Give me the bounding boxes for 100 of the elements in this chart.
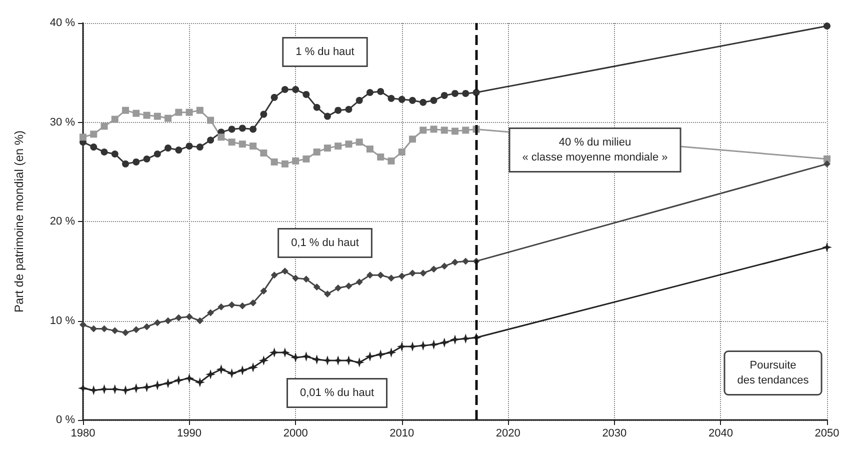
point [440, 262, 448, 270]
point [186, 313, 193, 320]
point [312, 354, 322, 364]
point [460, 334, 471, 344]
point [164, 317, 172, 324]
point [377, 153, 384, 160]
y-tick-label: 0 % [56, 414, 76, 426]
point [356, 96, 363, 104]
point [824, 160, 830, 168]
point [228, 301, 236, 308]
point [143, 323, 150, 330]
point [364, 351, 375, 362]
y-tick-label: 30 % [50, 116, 76, 128]
point [354, 357, 364, 368]
point [238, 140, 246, 148]
point [206, 369, 216, 380]
point [345, 106, 352, 113]
point [216, 364, 226, 374]
y-tick-label: 10 % [50, 314, 76, 327]
point [184, 373, 194, 384]
point [452, 258, 458, 266]
point [376, 349, 386, 360]
point [430, 266, 438, 273]
point [334, 284, 342, 292]
point [452, 128, 458, 135]
x-tick-label: 2010 [390, 428, 414, 440]
point [408, 96, 416, 104]
point [228, 138, 236, 146]
x-tick-label: 1990 [177, 428, 202, 440]
point [334, 106, 342, 114]
point [260, 150, 268, 157]
point [100, 325, 108, 332]
point [88, 385, 99, 396]
point [377, 272, 384, 279]
point [196, 317, 204, 324]
point [313, 104, 320, 111]
point [420, 98, 427, 106]
point [120, 385, 131, 396]
point [142, 382, 152, 392]
point [292, 86, 300, 93]
point [238, 302, 246, 310]
text: 0,01 % du haut [300, 387, 374, 399]
point [345, 282, 352, 290]
point [281, 160, 288, 168]
series-label: 40 % du milieu « classe moyenne mondiale » [522, 136, 668, 164]
point [420, 126, 427, 134]
x-tick-label: 2030 [602, 428, 627, 440]
point [260, 110, 268, 118]
point [228, 126, 236, 133]
point [122, 106, 130, 114]
point [292, 274, 300, 282]
point [143, 155, 150, 162]
point [439, 338, 450, 348]
point [111, 116, 118, 123]
point [324, 144, 331, 152]
point [270, 94, 278, 101]
point [452, 90, 458, 97]
point [398, 148, 406, 156]
point [196, 106, 204, 114]
point [80, 134, 86, 141]
point [290, 352, 301, 362]
point [430, 126, 438, 133]
point [324, 290, 331, 298]
point [111, 327, 118, 334]
point [377, 88, 384, 95]
point [90, 130, 98, 138]
point [132, 110, 140, 117]
point [334, 142, 342, 150]
point [269, 348, 280, 358]
point [386, 348, 396, 358]
point [430, 96, 438, 104]
point [822, 242, 832, 252]
point [324, 112, 331, 120]
point [388, 157, 395, 164]
point [163, 378, 174, 388]
annotation: Poursuite des tendances [737, 360, 810, 386]
point [450, 334, 460, 345]
point [396, 342, 407, 352]
x-tick-label: 2050 [814, 428, 840, 440]
point [302, 276, 310, 283]
point [428, 340, 439, 350]
point [420, 270, 427, 277]
point [186, 142, 193, 150]
point [132, 158, 140, 166]
point [440, 126, 448, 134]
point [207, 136, 214, 144]
point [250, 126, 257, 133]
point [322, 355, 332, 366]
y-axis-title: Part de patrimoine mondial (en %) [12, 130, 26, 313]
point [194, 377, 205, 388]
point [270, 158, 278, 166]
point [122, 329, 130, 336]
x-tick-label: 2000 [283, 428, 308, 440]
point [388, 94, 395, 102]
point [154, 112, 161, 120]
point [408, 136, 416, 143]
point [250, 142, 257, 150]
point [408, 270, 416, 277]
point [258, 355, 269, 366]
point [90, 325, 98, 332]
